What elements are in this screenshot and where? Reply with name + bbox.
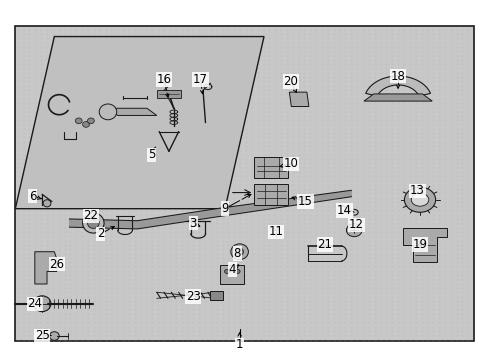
Text: 18: 18 — [390, 69, 405, 82]
Polygon shape — [220, 265, 244, 284]
Text: 26: 26 — [49, 258, 64, 271]
Ellipse shape — [99, 104, 117, 120]
Text: 2: 2 — [97, 227, 104, 240]
Polygon shape — [157, 90, 181, 98]
Polygon shape — [15, 37, 264, 209]
Text: 10: 10 — [283, 157, 298, 170]
Polygon shape — [289, 92, 308, 107]
Text: 9: 9 — [221, 202, 228, 215]
Ellipse shape — [82, 122, 89, 127]
Text: 20: 20 — [283, 75, 298, 88]
Ellipse shape — [49, 332, 59, 340]
Ellipse shape — [87, 218, 99, 228]
Text: 14: 14 — [336, 204, 351, 217]
Polygon shape — [402, 228, 446, 262]
Text: 16: 16 — [156, 73, 171, 86]
Text: 4: 4 — [228, 263, 236, 276]
Polygon shape — [108, 108, 157, 116]
Ellipse shape — [410, 193, 428, 206]
Bar — [15, 26, 473, 341]
Text: 21: 21 — [317, 238, 332, 251]
Text: 19: 19 — [412, 238, 427, 251]
Ellipse shape — [230, 244, 248, 260]
Ellipse shape — [43, 200, 51, 207]
Text: 1: 1 — [235, 338, 243, 351]
Ellipse shape — [346, 224, 361, 237]
Ellipse shape — [234, 269, 240, 274]
Ellipse shape — [224, 269, 230, 274]
Text: 23: 23 — [185, 290, 201, 303]
Text: 3: 3 — [189, 216, 197, 230]
Text: 24: 24 — [27, 297, 42, 310]
Ellipse shape — [87, 118, 94, 124]
Text: 22: 22 — [83, 210, 98, 222]
Ellipse shape — [82, 213, 104, 233]
Polygon shape — [365, 76, 429, 96]
Polygon shape — [35, 252, 57, 284]
Polygon shape — [363, 94, 431, 101]
Ellipse shape — [273, 226, 278, 230]
Text: 15: 15 — [297, 195, 312, 208]
Ellipse shape — [235, 248, 243, 255]
Polygon shape — [254, 157, 288, 178]
Polygon shape — [69, 220, 137, 228]
Polygon shape — [220, 191, 351, 216]
Ellipse shape — [33, 296, 51, 312]
Polygon shape — [210, 291, 222, 300]
Text: 13: 13 — [409, 184, 424, 197]
Text: 12: 12 — [348, 218, 364, 231]
Ellipse shape — [75, 118, 82, 124]
Text: 25: 25 — [35, 329, 49, 342]
Text: 17: 17 — [193, 73, 208, 86]
Text: 6: 6 — [29, 190, 36, 203]
Polygon shape — [137, 209, 220, 228]
Text: 5: 5 — [148, 148, 155, 161]
Text: 8: 8 — [233, 247, 241, 260]
Text: 11: 11 — [268, 225, 283, 238]
Polygon shape — [254, 184, 288, 205]
Ellipse shape — [404, 187, 435, 212]
